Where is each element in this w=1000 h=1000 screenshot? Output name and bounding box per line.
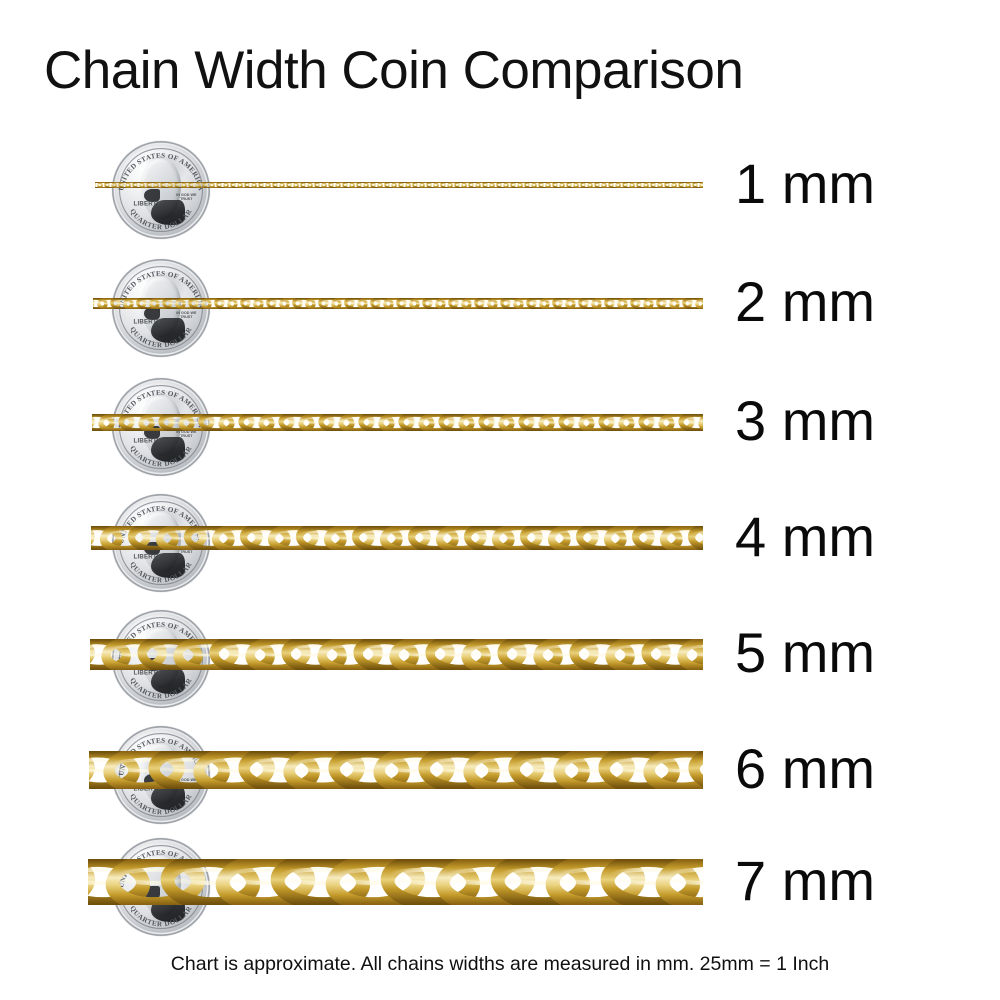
footer-note: Chart is approximate. All chains widths … (170, 953, 830, 975)
coin-neck-detail (151, 317, 185, 344)
svg-text:TRUST: TRUST (180, 197, 193, 201)
coin-neck-detail (151, 436, 185, 463)
svg-text:QUARTER DOLLAR: QUARTER DOLLAR (128, 207, 194, 231)
svg-text:LIBERTY: LIBERTY (134, 554, 162, 561)
coin-neck-detail (151, 668, 185, 695)
width-label-3mm: 3 mm (735, 389, 875, 452)
width-label-4mm: 4 mm (735, 505, 875, 568)
svg-text:LIBERTY: LIBERTY (134, 438, 162, 445)
coin-neck-detail (151, 784, 185, 811)
coin-neck-detail (151, 199, 185, 226)
coin-hair-detail (144, 189, 160, 202)
chain-strip-3mm (92, 413, 703, 431)
chain-strip-4mm (91, 526, 703, 550)
svg-text:TRUST: TRUST (180, 434, 193, 438)
svg-text:QUARTER DOLLAR: QUARTER DOLLAR (128, 792, 194, 816)
chain-strip-2mm (93, 297, 703, 309)
coin-neck-detail (151, 552, 185, 579)
coin-hair-detail (144, 307, 160, 320)
chain-row: UNITED STATES OF AMERICA QUARTER DOLLAR … (0, 0, 1000, 824)
quarter-coin: UNITED STATES OF AMERICA QUARTER DOLLAR … (112, 141, 210, 239)
width-label-1mm: 1 mm (735, 152, 875, 215)
chain-row: UNITED STATES OF AMERICA QUARTER DOLLAR … (0, 0, 1000, 708)
svg-text:LIBERTY: LIBERTY (134, 786, 162, 793)
chain-row: UNITED STATES OF AMERICA QUARTER DOLLAR … (0, 0, 1000, 936)
svg-text:LIBERTY: LIBERTY (134, 670, 162, 677)
width-label-2mm: 2 mm (735, 270, 875, 333)
svg-text:QUARTER DOLLAR: QUARTER DOLLAR (128, 904, 194, 928)
chain-row: UNITED STATES OF AMERICA QUARTER DOLLAR … (0, 0, 1000, 476)
svg-text:QUARTER DOLLAR: QUARTER DOLLAR (128, 444, 194, 468)
svg-text:IN GOD WE: IN GOD WE (176, 193, 197, 197)
svg-text:LIBERTY: LIBERTY (134, 201, 162, 208)
chain-row: UNITED STATES OF AMERICA QUARTER DOLLAR … (0, 0, 1000, 592)
svg-text:TRUST: TRUST (180, 550, 193, 554)
width-label-5mm: 5 mm (735, 621, 875, 684)
svg-text:QUARTER DOLLAR: QUARTER DOLLAR (128, 560, 194, 584)
svg-text:QUARTER DOLLAR: QUARTER DOLLAR (128, 676, 194, 700)
svg-text:TRUST: TRUST (180, 315, 193, 319)
page-title: Chain Width Coin Comparison (44, 41, 744, 100)
svg-text:QUARTER DOLLAR: QUARTER DOLLAR (128, 325, 194, 349)
chain-row: UNITED STATES OF AMERICA QUARTER DOLLAR … (0, 0, 1000, 239)
svg-text:IN GOD WE: IN GOD WE (176, 778, 197, 782)
chain-strip-5mm (90, 638, 703, 670)
width-label-6mm: 6 mm (735, 737, 875, 800)
chain-strip-1mm (95, 182, 703, 188)
quarter-coin: UNITED STATES OF AMERICA QUARTER DOLLAR … (112, 378, 210, 476)
width-label-7mm: 7 mm (735, 849, 875, 912)
svg-text:LIBERTY: LIBERTY (134, 319, 162, 326)
chain-row: UNITED STATES OF AMERICA QUARTER DOLLAR … (0, 0, 1000, 357)
svg-text:IN GOD WE: IN GOD WE (176, 311, 197, 315)
chain-strip-7mm (88, 859, 703, 905)
svg-text:IN GOD WE: IN GOD WE (176, 430, 197, 434)
chain-strip-6mm (89, 751, 703, 789)
